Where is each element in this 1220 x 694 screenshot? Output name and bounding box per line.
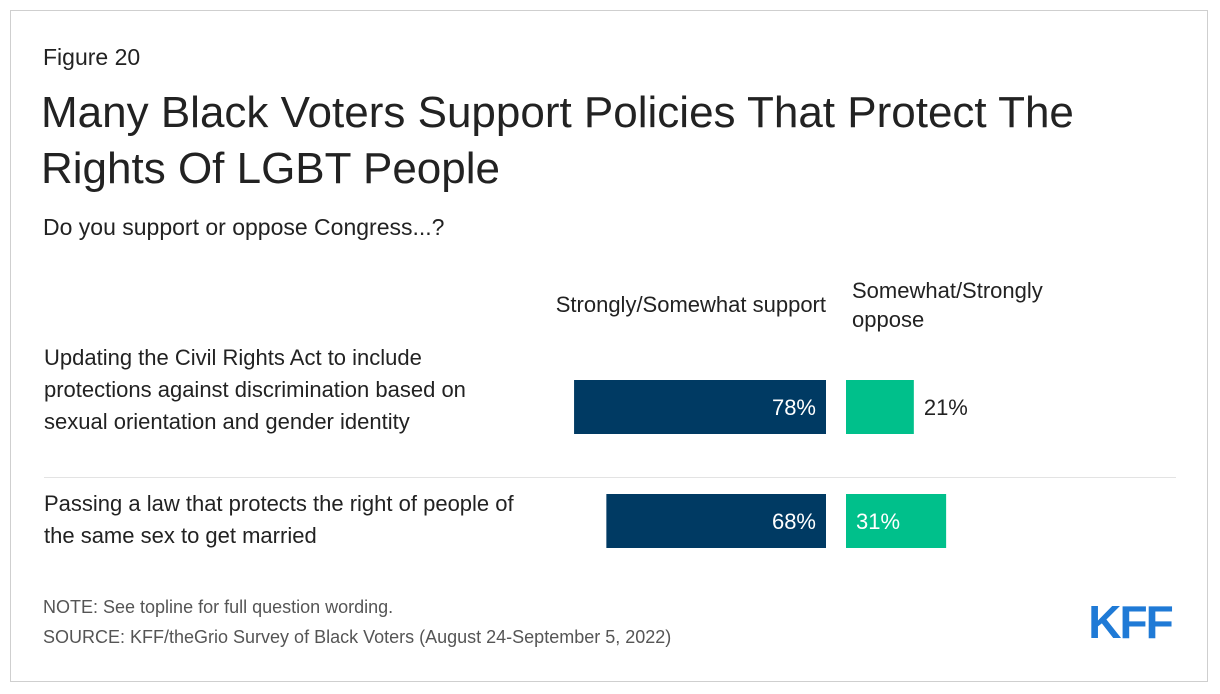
legend-support: Strongly/Somewhat support — [555, 292, 826, 317]
category-label: Passing a law that protects the right of… — [44, 491, 514, 548]
figure-frame — [10, 10, 1208, 682]
note-text: NOTE: See topline for full question word… — [43, 597, 394, 617]
chart-subtitle: Do you support or oppose Congress...? — [43, 214, 445, 240]
category-label: Updating the Civil Rights Act to include… — [44, 345, 466, 434]
svg-text:KFF: KFF — [1088, 598, 1172, 642]
kff-logo: KFF — [1088, 598, 1174, 642]
source-text: SOURCE: KFF/theGrio Survey of Black Vote… — [43, 627, 672, 647]
figure-label: Figure 20 — [43, 44, 141, 70]
chart-title: Many Black Voters Support Policies That … — [41, 88, 1074, 193]
legend-oppose: Somewhat/Strongly oppose — [852, 278, 1043, 332]
row-divider — [44, 477, 1176, 478]
